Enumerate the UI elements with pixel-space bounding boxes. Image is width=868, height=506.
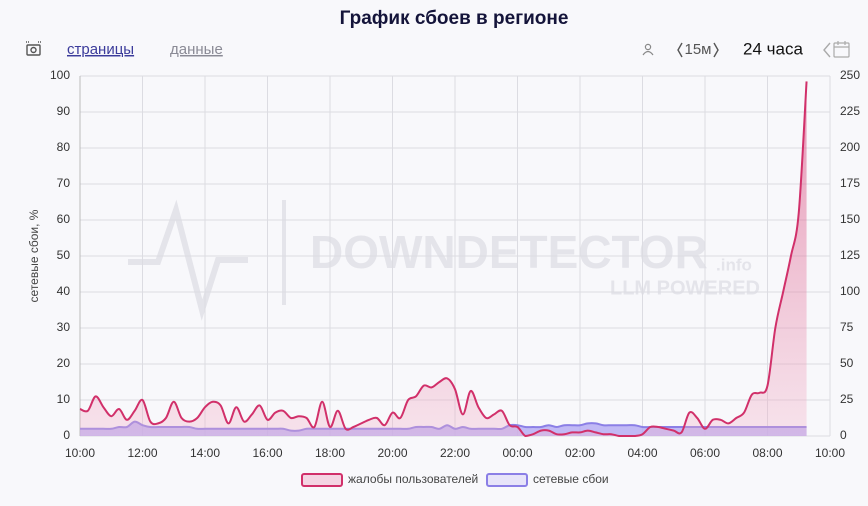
legend-swatch <box>486 473 528 487</box>
link-data[interactable]: данные <box>170 41 223 58</box>
x-tick-label: 06:00 <box>690 446 720 460</box>
y2-tick-label: 75 <box>840 320 854 334</box>
x-tick-label: 10:00 <box>65 446 95 460</box>
watermark: DOWNDETECTOR .info LLM POWERED <box>128 199 760 321</box>
y2-tick-label: 125 <box>840 248 860 262</box>
camera-icon[interactable] <box>26 41 41 56</box>
y-tick-label: 70 <box>57 176 71 190</box>
chart-title: График сбоев в регионе <box>340 8 569 29</box>
legend-label: жалобы пользователей <box>348 472 478 486</box>
prev-button[interactable] <box>823 42 831 58</box>
y-tick-label: 50 <box>57 248 71 262</box>
y-tick-label: 100 <box>50 68 70 82</box>
y-tick-label: 20 <box>57 356 71 370</box>
x-tick-label: 04:00 <box>627 446 657 460</box>
x-tick-label: 00:00 <box>502 446 532 460</box>
y2-tick-label: 0 <box>840 428 847 442</box>
x-tick-label: 20:00 <box>377 446 407 460</box>
line <box>79 81 808 438</box>
interval-chevrons[interactable] <box>677 42 719 58</box>
range[interactable]: 24 часа <box>743 39 803 58</box>
y-tick-label: 0 <box>63 428 70 442</box>
link-pages[interactable]: страницы <box>67 41 134 58</box>
y2-tick-label: 175 <box>840 176 860 190</box>
y-tick-label: 80 <box>57 140 71 154</box>
watermark-brand: DOWNDETECTOR <box>310 226 708 278</box>
legend-label: сетевые сбои <box>533 472 609 486</box>
y-tick-label: 30 <box>57 320 71 334</box>
y2-tick-label: 100 <box>840 284 860 298</box>
y-tick-label: 90 <box>57 104 71 118</box>
y2-tick-label: 225 <box>840 104 860 118</box>
x-tick-label: 08:00 <box>752 446 782 460</box>
y-tick-label: 10 <box>57 392 71 406</box>
x-tick-label: 14:00 <box>190 446 220 460</box>
watermark-suffix: .info <box>716 255 752 274</box>
x-tick-label: 16:00 <box>252 446 282 460</box>
x-tick-label: 12:00 <box>127 446 157 460</box>
y-axis-label: сетевые сбои, % <box>27 209 41 302</box>
y-tick-label: 60 <box>57 212 71 226</box>
x-tick-label: 22:00 <box>440 446 470 460</box>
y-tick-label: 40 <box>57 284 71 298</box>
x-tick-label: 02:00 <box>565 446 595 460</box>
legend-swatch <box>301 473 343 487</box>
interval[interactable]: 15м <box>685 41 712 58</box>
watermark-tagline: LLM POWERED <box>610 277 760 299</box>
calendar-icon[interactable] <box>833 41 850 58</box>
y2-tick-label: 50 <box>840 356 854 370</box>
y2-tick-label: 150 <box>840 212 860 226</box>
y2-tick-label: 200 <box>840 140 860 154</box>
y2-tick-label: 250 <box>840 68 860 82</box>
x-tick-label: 10:00 <box>815 446 845 460</box>
x-tick-label: 18:00 <box>315 446 345 460</box>
user-icon[interactable] <box>642 43 654 56</box>
y2-tick-label: 25 <box>840 392 854 406</box>
